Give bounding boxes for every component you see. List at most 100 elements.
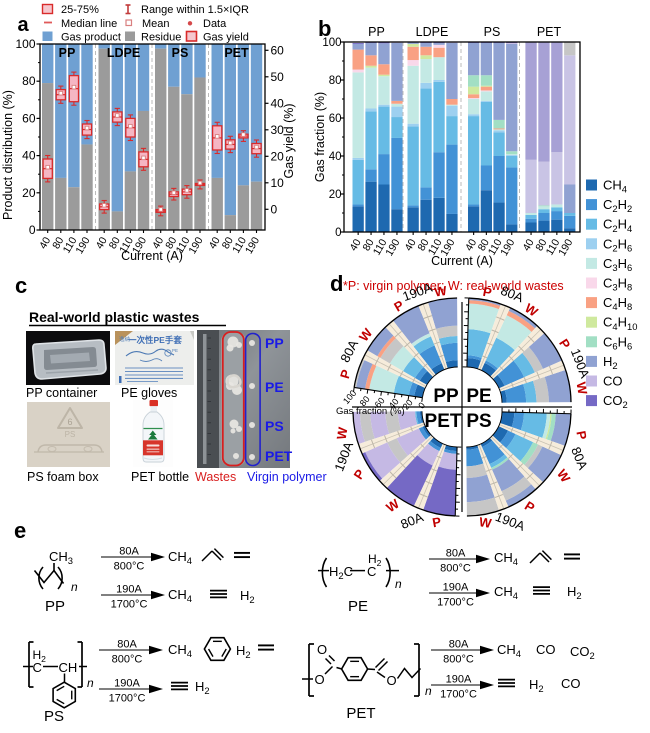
svg-text:60: 60 xyxy=(22,111,36,125)
svg-text:20: 20 xyxy=(271,149,285,163)
svg-text:PP container: PP container xyxy=(26,386,97,400)
svg-text:P: P xyxy=(573,430,589,442)
svg-text:40: 40 xyxy=(207,235,223,251)
svg-text:C3H6: C3H6 xyxy=(603,256,632,273)
svg-text:40: 40 xyxy=(403,237,419,253)
svg-text:CH: CH xyxy=(59,660,78,675)
svg-text:H2: H2 xyxy=(195,679,210,696)
svg-text:P: P xyxy=(482,284,494,300)
svg-text:CH4: CH4 xyxy=(494,550,518,567)
svg-text:60: 60 xyxy=(373,396,387,410)
svg-text:C6H6: C6H6 xyxy=(603,334,632,351)
svg-text:H2: H2 xyxy=(236,643,251,660)
svg-text:10: 10 xyxy=(271,176,285,190)
svg-text:H2: H2 xyxy=(240,588,255,605)
svg-text:C: C xyxy=(367,564,376,579)
svg-text:50: 50 xyxy=(271,70,285,84)
svg-text:1700°C: 1700°C xyxy=(111,599,148,611)
svg-text:*P: virgin polymer; W: real-wo: *P: virgin polymer; W: real-world wastes xyxy=(343,279,564,293)
svg-text:H2: H2 xyxy=(567,584,582,601)
svg-text:80A: 80A xyxy=(119,546,139,558)
svg-text:P: P xyxy=(556,336,573,352)
svg-text:C: C xyxy=(33,660,42,675)
svg-text:C2H6: C2H6 xyxy=(603,236,632,253)
svg-text:80: 80 xyxy=(50,235,66,251)
svg-text:Gas fraction (%): Gas fraction (%) xyxy=(313,92,327,182)
svg-text:H2C: H2C xyxy=(329,564,353,581)
svg-text:PET: PET xyxy=(224,46,249,60)
svg-text:80: 80 xyxy=(329,75,342,87)
svg-text:20: 20 xyxy=(401,398,415,412)
svg-text:1700°C: 1700°C xyxy=(437,597,474,609)
svg-text:Product distribution (%): Product distribution (%) xyxy=(1,90,15,220)
svg-text:80A: 80A xyxy=(446,548,466,560)
svg-text:190: 190 xyxy=(186,235,205,256)
svg-text:n: n xyxy=(71,580,78,594)
svg-text:190: 190 xyxy=(383,237,402,258)
svg-text:PS: PS xyxy=(172,46,189,60)
svg-text:H2: H2 xyxy=(368,552,382,568)
svg-text:PET: PET xyxy=(425,411,462,432)
svg-text:e: e xyxy=(14,518,26,543)
svg-text:80: 80 xyxy=(533,237,549,253)
svg-text:C4H10: C4H10 xyxy=(603,315,637,332)
svg-text:O: O xyxy=(386,673,396,688)
svg-text:CO: CO xyxy=(603,374,623,389)
svg-text:Gas fraction (%): Gas fraction (%) xyxy=(336,406,405,417)
svg-text:C2H2: C2H2 xyxy=(603,197,632,214)
svg-text:PE: PE xyxy=(172,348,178,353)
svg-text:100: 100 xyxy=(341,388,358,406)
svg-text:40: 40 xyxy=(520,237,536,253)
svg-text:n: n xyxy=(87,676,94,690)
svg-text:80A: 80A xyxy=(568,445,591,472)
svg-text:800°C: 800°C xyxy=(114,561,145,573)
svg-text:W: W xyxy=(574,381,591,396)
svg-text:190A: 190A xyxy=(114,678,140,690)
svg-text:40: 40 xyxy=(22,149,36,163)
svg-text:190A: 190A xyxy=(116,584,142,596)
svg-text:40: 40 xyxy=(94,235,110,251)
svg-text:30: 30 xyxy=(271,123,285,137)
svg-text:CH4: CH4 xyxy=(497,642,521,659)
svg-text:b: b xyxy=(318,16,331,41)
svg-text:80A: 80A xyxy=(449,639,469,651)
svg-text:H2: H2 xyxy=(33,648,47,664)
svg-text:P: P xyxy=(351,466,368,482)
svg-text:O: O xyxy=(314,672,324,687)
svg-text:Gas product: Gas product xyxy=(61,32,121,44)
svg-text:PP: PP xyxy=(433,386,459,407)
svg-text:n: n xyxy=(425,684,432,698)
svg-text:0: 0 xyxy=(271,202,278,216)
svg-text:P: P xyxy=(431,514,443,530)
svg-text:CH4: CH4 xyxy=(168,642,192,659)
svg-text:Mean: Mean xyxy=(142,18,170,30)
svg-text:W: W xyxy=(554,467,574,486)
svg-text:PS foam box: PS foam box xyxy=(27,470,99,484)
svg-text:80: 80 xyxy=(360,237,376,253)
svg-text:P: P xyxy=(522,498,538,515)
svg-text:190A: 190A xyxy=(443,582,469,594)
svg-text:80: 80 xyxy=(476,237,492,253)
svg-text:25-75%: 25-75% xyxy=(61,4,99,16)
svg-text:80: 80 xyxy=(415,237,431,253)
svg-text:W: W xyxy=(478,514,493,531)
svg-text:80A: 80A xyxy=(337,337,361,365)
svg-text:100: 100 xyxy=(15,37,35,51)
svg-text:190A: 190A xyxy=(568,346,593,380)
svg-text:Gas yield: Gas yield xyxy=(203,32,249,44)
svg-text:190: 190 xyxy=(243,235,262,256)
svg-text:190: 190 xyxy=(73,235,92,256)
svg-text:P: P xyxy=(337,367,354,380)
svg-text:Current (A): Current (A) xyxy=(431,254,493,268)
svg-text:1700°C: 1700°C xyxy=(440,689,477,701)
svg-text:Current (A): Current (A) xyxy=(121,249,183,263)
svg-text:PP: PP xyxy=(59,46,76,60)
svg-text:1700°C: 1700°C xyxy=(109,693,146,705)
svg-text:PET: PET xyxy=(265,448,293,464)
svg-text:CH4: CH4 xyxy=(168,549,192,566)
svg-text:60: 60 xyxy=(329,113,342,125)
svg-text:40: 40 xyxy=(387,397,401,411)
svg-text:逸纳: 逸纳 xyxy=(119,335,131,343)
svg-text:PS: PS xyxy=(265,418,284,434)
svg-text:Range within 1.5×IQR: Range within 1.5×IQR xyxy=(141,4,249,16)
